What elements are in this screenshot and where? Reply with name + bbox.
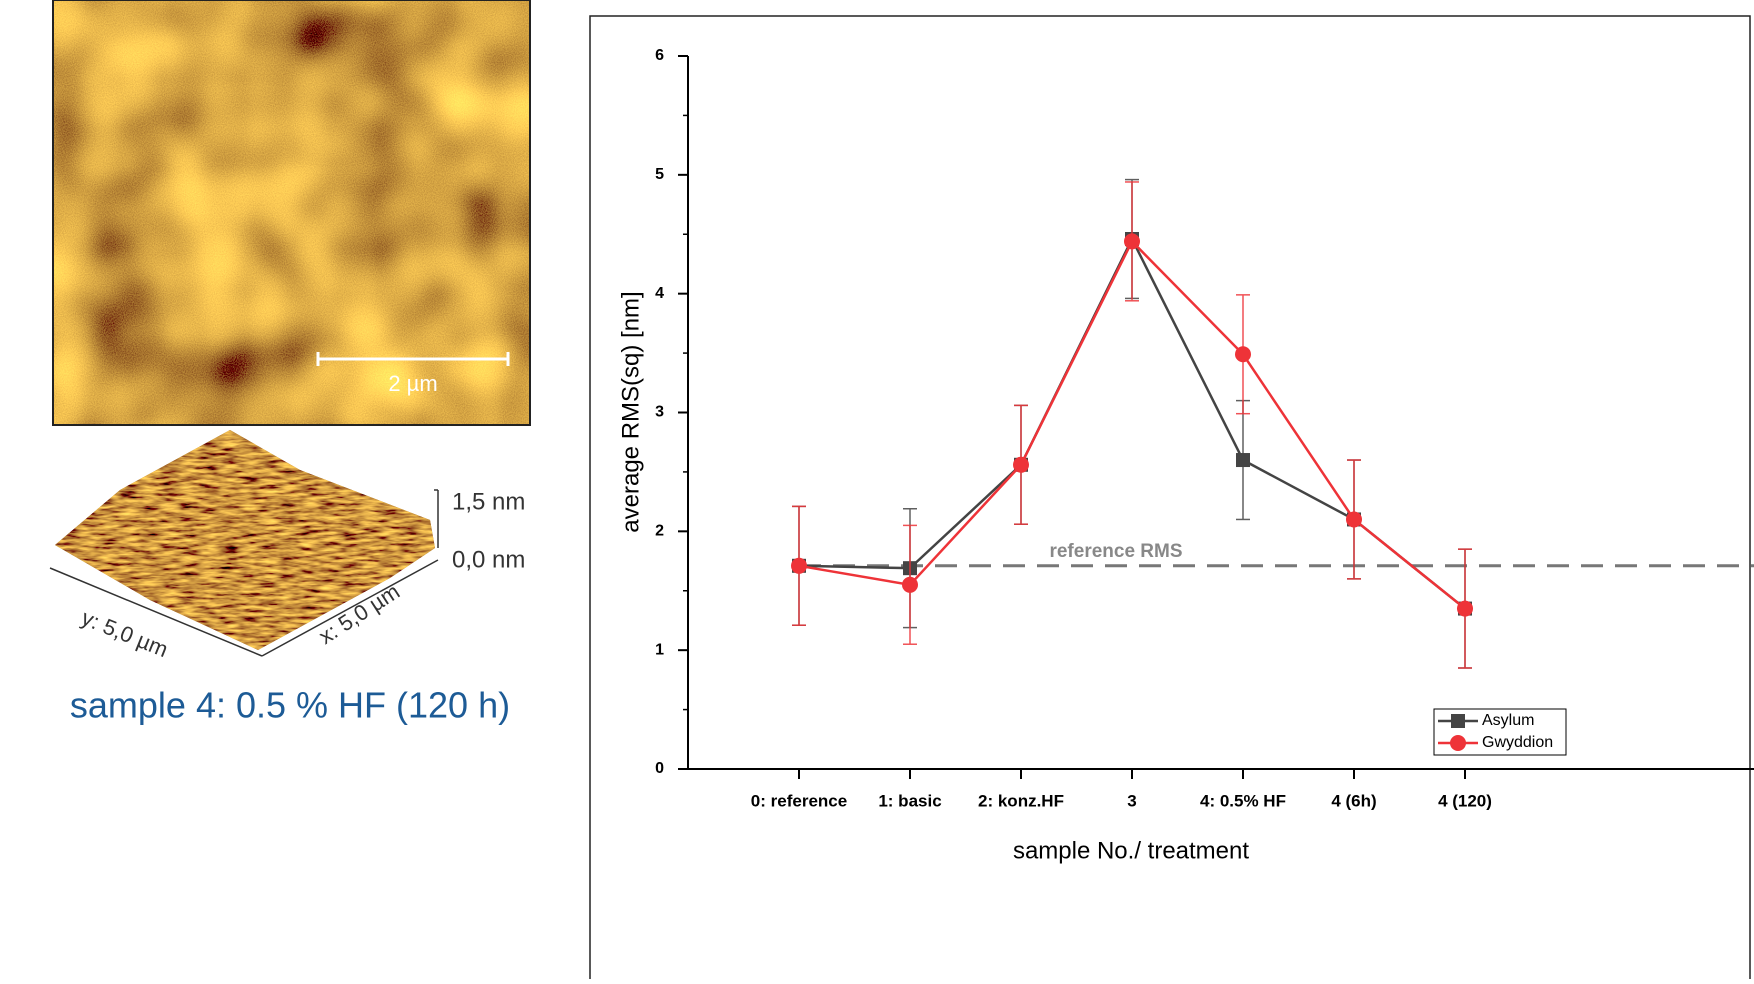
x-tick-label: 0: reference [751,791,847,810]
marker [1235,346,1251,362]
x-tick-label: 4 (120) [1438,791,1492,810]
x-axis-label: sample No./ treatment [1013,837,1249,864]
scale-label: 2 µm [388,371,437,396]
marker [902,577,918,593]
marker [1236,453,1250,467]
marker [791,558,807,574]
y-tick-label: 2 [655,523,664,540]
page: 2 µm 1,5 nm 0,0 nm y: 5,0 µm x: 5,0 µm s… [0,0,1754,979]
x-tick-label: 4 (6h) [1331,791,1376,810]
legend-label: Gwyddion [1482,734,1553,751]
z-min-label: 0,0 nm [452,546,525,573]
y-tick-label: 6 [655,47,664,64]
z-max-label: 1,5 nm [452,488,525,515]
y-tick-label: 4 [655,285,664,302]
x-tick-label: 4: 0.5% HF [1200,791,1286,810]
y-tick-label: 1 [655,641,664,658]
afm-image [53,0,530,425]
x-tick-label: 3 [1127,791,1136,810]
reference-label: reference RMS [1049,541,1182,562]
marker [1457,601,1473,617]
marker [1451,714,1465,728]
marker [1450,735,1466,751]
x-tick-label: 2: konz.HF [978,791,1064,810]
marker [1013,457,1029,473]
y-axis-label: average RMS(sq) [nm] [617,291,644,532]
legend-label: Asylum [1482,712,1534,729]
y-tick-label: 0 [655,760,664,777]
marker [1346,511,1362,527]
marker [1124,233,1140,249]
x-tick-label: 1: basic [878,791,941,810]
y-tick-label: 5 [655,166,664,183]
y-tick-label: 3 [655,404,664,421]
caption: sample 4: 0.5 % HF (120 h) [70,685,510,726]
chart-frame [590,16,1750,979]
